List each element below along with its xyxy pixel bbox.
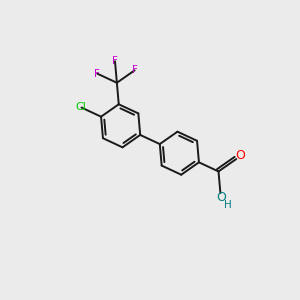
Text: F: F xyxy=(94,69,100,79)
Text: O: O xyxy=(216,191,226,204)
Text: O: O xyxy=(236,149,246,163)
Text: H: H xyxy=(224,200,232,210)
Text: Cl: Cl xyxy=(75,102,86,112)
Text: F: F xyxy=(112,56,118,66)
Text: F: F xyxy=(132,65,137,75)
